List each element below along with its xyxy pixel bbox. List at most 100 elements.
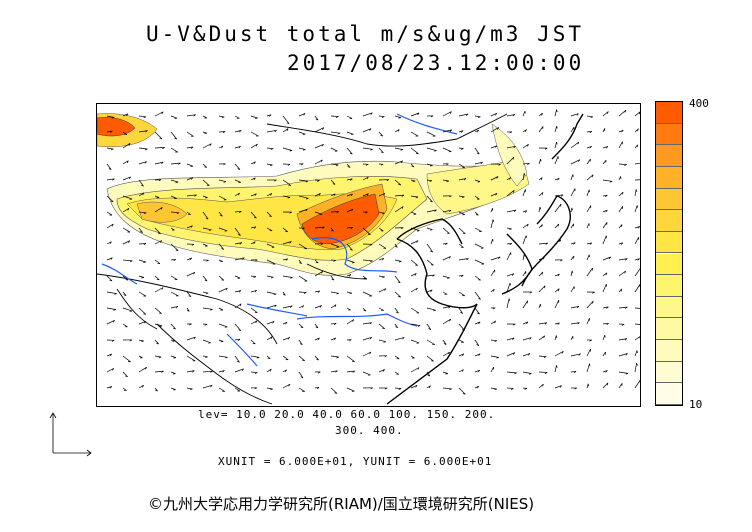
wind-arrow (570, 286, 575, 293)
wind-arrow-head (242, 257, 245, 260)
wind-arrow-head (559, 385, 562, 388)
wind-arrow (234, 115, 240, 119)
wind-arrow-head (225, 356, 228, 359)
wind-arrow-head (348, 274, 352, 277)
wind-arrow (330, 193, 336, 197)
wind-arrow-head (545, 242, 548, 245)
wind-arrow-head (625, 353, 628, 356)
wind-arrow (106, 241, 112, 245)
wind-arrow-head (160, 207, 163, 210)
wind-arrow-head (574, 387, 577, 390)
wind-arrow (586, 267, 593, 277)
wind-arrow (218, 339, 224, 342)
wind-arrow-head (239, 303, 242, 307)
wind-arrow (490, 112, 497, 117)
wind-arrow-head (208, 229, 212, 231)
wind-arrow-head (478, 321, 481, 325)
wind-arrow-head (254, 290, 257, 293)
wind-arrow (490, 339, 497, 342)
wind-arrow (314, 305, 322, 309)
wind-arrow (138, 307, 147, 315)
wind-arrow-head (270, 276, 274, 279)
wind-arrow-head (477, 129, 479, 133)
wind-arrow (250, 320, 258, 325)
wind-arrow (218, 195, 227, 201)
wind-arrow (586, 318, 590, 325)
wind-arrow-head (512, 352, 516, 355)
wind-arrow (506, 227, 512, 230)
wind-arrow (490, 387, 497, 390)
wind-arrow (554, 335, 557, 341)
wind-arrow (138, 179, 144, 187)
wind-arrow-head (126, 113, 129, 117)
wind-arrow (634, 336, 640, 341)
wind-arrow (362, 128, 372, 133)
wind-arrow-head (576, 113, 579, 116)
wind-arrow (186, 387, 193, 390)
wind-arrow-head (127, 208, 130, 211)
wind-arrow (250, 226, 256, 229)
wind-arrow-head (114, 293, 117, 295)
wind-arrow (586, 131, 592, 133)
wind-arrow-head (112, 178, 115, 181)
wind-arrow-head (110, 130, 113, 133)
wind-arrow (618, 109, 627, 117)
wind-arrow (106, 115, 115, 118)
wind-arrow-head (591, 174, 594, 178)
wind-arrow-head (556, 126, 558, 129)
wind-arrow (458, 243, 464, 248)
wind-arrow (458, 227, 466, 234)
wind-arrow (634, 205, 638, 213)
wind-arrow-head (380, 151, 384, 154)
wind-arrow (426, 243, 433, 253)
wind-arrow (202, 370, 213, 373)
wind-arrow-head (370, 260, 373, 263)
wind-arrow-head (141, 385, 144, 388)
wind-arrow (250, 307, 258, 313)
wind-arrow-head (460, 275, 464, 278)
wind-arrow (218, 179, 227, 183)
wind-arrow (202, 179, 210, 186)
wind-arrow (410, 384, 418, 389)
wind-arrow-head (624, 164, 627, 166)
wind-arrow (346, 115, 353, 119)
wind-arrow (506, 190, 515, 197)
wind-arrow-head (370, 387, 373, 390)
wind-arrow-head (253, 161, 256, 165)
wind-arrow-head (205, 217, 209, 220)
wind-arrow (602, 322, 609, 325)
wind-arrow-head (543, 356, 547, 358)
wind-arrow-head (317, 337, 320, 341)
wind-arrow-head (143, 212, 147, 215)
wind-arrow (186, 225, 193, 229)
wind-arrow-head (270, 388, 273, 391)
wind-arrow-head (110, 257, 113, 260)
wind-arrow-head (145, 130, 148, 133)
wind-arrow (490, 269, 496, 277)
wind-arrow-head (477, 116, 481, 119)
wind-arrow (346, 178, 353, 181)
wind-arrow (250, 339, 256, 345)
wind-arrow-head (190, 225, 193, 228)
wind-arrow (634, 268, 640, 277)
wind-arrow (458, 258, 469, 261)
wind-arrow (298, 131, 306, 135)
wind-arrow-head (523, 254, 526, 257)
wind-arrow-head (430, 165, 433, 167)
wind-arrow-head (542, 257, 545, 260)
wind-arrow (442, 256, 451, 261)
wind-arrow (586, 174, 594, 181)
wind-arrow (474, 227, 482, 232)
dust-wind-map (96, 103, 641, 407)
wind-arrow (522, 189, 526, 197)
wind-arrow-head (317, 371, 321, 374)
wind-arrow-head (449, 318, 452, 322)
wind-arrow (410, 131, 419, 137)
wind-arrow-head (335, 116, 339, 118)
wind-arrow (106, 147, 114, 150)
wind-arrow-head (571, 270, 574, 274)
wind-arrow (266, 243, 275, 248)
wind-arrow-head (557, 177, 560, 181)
wind-arrow-head (493, 288, 495, 292)
wind-arrow-head (237, 168, 241, 170)
